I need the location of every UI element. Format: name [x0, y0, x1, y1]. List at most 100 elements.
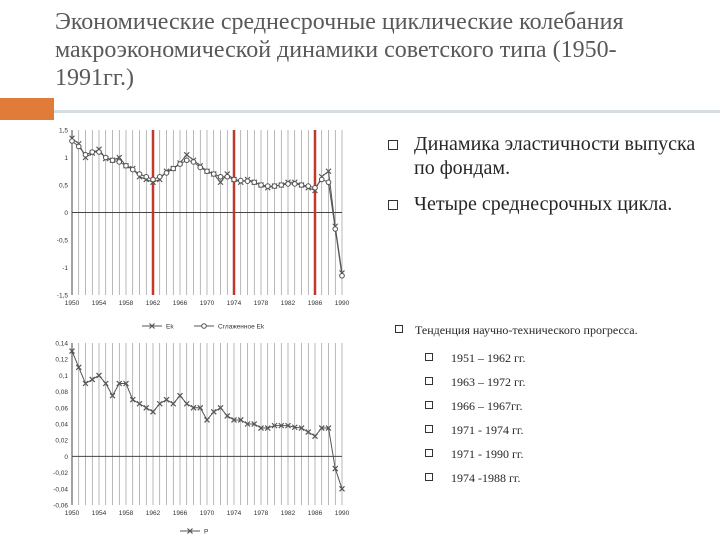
- y-tick-label: 0: [64, 454, 68, 461]
- y-tick-label: 0,5: [59, 183, 68, 190]
- data-point: [150, 408, 156, 415]
- data-point: [278, 182, 285, 188]
- x-tick-label: 1966: [173, 510, 188, 517]
- x-tick-label: 1986: [308, 300, 323, 307]
- bullet-item: Четыре среднесрочных цикла.: [388, 192, 708, 216]
- data-point: [136, 171, 143, 177]
- y-tick-label: 1,5: [59, 128, 68, 135]
- x-tick-label: 1954: [92, 300, 107, 307]
- data-point: [177, 392, 183, 399]
- data-point: [258, 425, 264, 431]
- x-tick-label: 1950: [65, 300, 80, 307]
- data-point: [204, 417, 210, 423]
- period-item: 1971 - 1990 гг.: [425, 446, 526, 470]
- bullet-square-icon: [425, 401, 433, 409]
- x-tick-label: 1958: [119, 510, 134, 517]
- data-point: [204, 168, 210, 175]
- data-point: [89, 149, 96, 155]
- data-point: [217, 173, 224, 180]
- bullet-square-icon: [425, 353, 433, 361]
- data-point: [244, 178, 251, 184]
- data-point: [170, 400, 177, 407]
- y-tick-label: -1,5: [57, 293, 69, 300]
- data-point: [264, 425, 271, 431]
- bullet-square-icon: [395, 325, 403, 333]
- data-point: [190, 159, 197, 165]
- data-point: [224, 173, 231, 180]
- slide-title: Экономические среднесрочные циклические …: [55, 9, 624, 91]
- data-point: [102, 380, 109, 387]
- period-list: 1951 – 1962 гг. 1963 – 1972 гг. 1966 – 1…: [425, 350, 526, 494]
- data-point: [318, 176, 325, 183]
- y-tick-label: 0,02: [55, 438, 68, 445]
- data-point: [96, 372, 102, 379]
- data-point: [143, 173, 150, 180]
- data-point: [170, 165, 177, 172]
- bullet-square-icon: [425, 449, 433, 457]
- x-tick-label: 1954: [92, 510, 107, 517]
- data-point: [231, 176, 237, 183]
- data-point: [285, 422, 291, 429]
- legend-label: Сглаженное Ek: [218, 324, 265, 331]
- y-tick-label: -0,02: [53, 470, 68, 477]
- x-tick-label: 1966: [173, 300, 188, 307]
- data-point: [237, 417, 244, 423]
- x-tick-label: 1978: [254, 510, 269, 517]
- data-point: [197, 164, 204, 171]
- x-tick-label: 1970: [200, 510, 215, 517]
- legend-label: Ek: [166, 324, 174, 331]
- data-point: [312, 433, 318, 440]
- legend-marker-icon: [201, 323, 207, 329]
- data-point: [183, 400, 190, 407]
- x-tick-label: 1986: [308, 510, 323, 517]
- bullet-square-icon: [425, 425, 433, 433]
- data-point: [271, 183, 278, 189]
- data-point: [82, 151, 89, 158]
- period-text: 1971 - 1974 гг.: [451, 423, 524, 437]
- period-item: 1963 – 1972 гг.: [425, 374, 526, 398]
- data-point: [163, 170, 170, 176]
- data-point: [318, 425, 325, 431]
- bullet-text: Динамика эластичности выпуска по фондам.: [414, 133, 696, 179]
- bullet-square-icon: [388, 140, 398, 150]
- bullet-square-icon: [388, 200, 398, 210]
- title-underline: [54, 110, 720, 113]
- legend-marker-icon: [149, 323, 155, 329]
- x-tick-label: 1990: [335, 300, 350, 307]
- x-tick-label: 1962: [146, 300, 161, 307]
- x-tick-label: 1974: [227, 300, 242, 307]
- data-point: [143, 404, 150, 411]
- period-text: 1974 -1988 гг.: [451, 471, 521, 485]
- y-tick-label: 0,08: [55, 389, 68, 396]
- trend-heading: Тенденция научно-технического прогресса.: [395, 322, 715, 338]
- data-point: [325, 425, 332, 431]
- x-tick-label: 1970: [200, 300, 215, 307]
- y-tick-label: -0,04: [53, 486, 68, 493]
- data-point: [278, 422, 285, 429]
- x-tick-label: 1962: [146, 510, 161, 517]
- main-bullet-list: Динамика эластичности выпуска по фондам.…: [388, 132, 708, 228]
- y-tick-label: 0,04: [55, 422, 68, 429]
- x-tick-label: 1978: [254, 300, 269, 307]
- data-point: [116, 154, 123, 161]
- data-point: [129, 166, 136, 173]
- data-point: [69, 348, 75, 355]
- y-tick-label: -1: [62, 265, 68, 272]
- x-tick-label: 1974: [227, 510, 242, 517]
- data-point: [190, 404, 197, 411]
- bullet-item: Динамика эластичности выпуска по фондам.: [388, 132, 708, 180]
- bullet-square-icon: [425, 473, 433, 481]
- data-point: [89, 376, 96, 383]
- period-item: 1971 - 1974 гг.: [425, 422, 526, 446]
- data-point: [224, 412, 231, 419]
- data-point: [291, 181, 298, 187]
- x-tick-label: 1982: [281, 300, 296, 307]
- period-item: 1951 – 1962 гг.: [425, 350, 526, 374]
- x-tick-label: 1990: [335, 510, 350, 517]
- data-point: [271, 422, 278, 429]
- data-point: [312, 184, 318, 191]
- period-text: 1951 – 1962 гг.: [451, 351, 526, 365]
- data-point: [129, 396, 136, 403]
- data-point: [156, 400, 163, 407]
- data-point: [339, 485, 345, 492]
